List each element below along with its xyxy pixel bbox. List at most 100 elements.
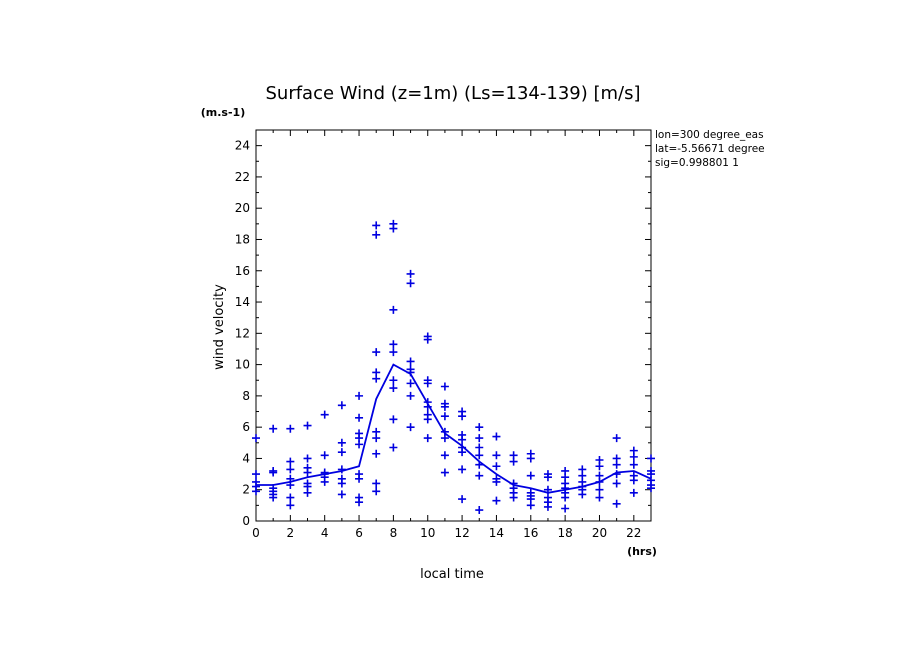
x-tick-label: 4 [321,526,329,540]
y-tick-label: 2 [242,483,250,497]
scatter-point [612,434,621,443]
x-tick-label: 16 [523,526,538,540]
scatter-point [389,348,398,357]
scatter-point [475,443,484,452]
scatter-point [372,348,381,357]
scatter-point [406,391,415,400]
annotation-mask [780,125,904,175]
scatter-point [440,468,449,477]
scatter-point [595,462,604,471]
scatter-point [337,490,346,499]
scatter-point [406,279,415,288]
scatter-point [389,384,398,393]
y-tick-label: 16 [235,264,250,278]
y-tick-label: 6 [242,420,250,434]
x-axis-label: local time [420,567,484,582]
scatter-point [320,451,329,460]
scatter-point [286,465,295,474]
scatter-point [526,454,535,463]
scatter-point [509,457,518,466]
scatter-point [475,434,484,443]
scatter-point [269,468,278,477]
scatter-point [612,499,621,508]
scatter-point [355,474,364,483]
scatter-point [440,382,449,391]
x-tick-label: 8 [390,526,398,540]
scatter-point [543,473,552,482]
y-tick-label: 20 [235,201,250,215]
scatter-point [458,495,467,504]
scatter-point [303,488,312,497]
scatter-point [389,443,398,452]
scatter-point [389,340,398,349]
scatter-point [629,460,638,469]
scatter-point [355,413,364,422]
scatter-point [355,498,364,507]
scatter-point [492,496,501,505]
scatter-point [440,434,449,443]
scatter-point [286,457,295,466]
scatter-point [647,484,655,493]
x-tick-label: 0 [252,526,260,540]
x-tick-label: 6 [355,526,363,540]
scatter-point [252,434,260,443]
scatter-point [595,493,604,502]
scatter-point [475,471,484,480]
scatter-point [355,391,364,400]
scatter-point [372,221,381,230]
scatter-point [252,487,260,496]
scatter-point [372,479,381,488]
scatter-point [389,224,398,233]
scatter-point [440,402,449,411]
data-marks [252,219,655,515]
scatter-point [492,462,501,471]
plot-frame [255,129,652,522]
x-tick-label: 12 [454,526,469,540]
y-tick-label: 14 [235,295,250,309]
scatter-point [440,412,449,421]
y-tick-label: 4 [242,451,250,465]
scatter-point [647,454,655,463]
scatter-point [492,477,501,486]
scatter-point [269,424,278,433]
scatter-point [286,501,295,510]
scatter-point [458,412,467,421]
x-tick-label: 10 [420,526,435,540]
scatter-point [492,432,501,441]
scatter-point [475,451,484,460]
scatter-point [423,335,432,344]
scatter-point [320,410,329,419]
x-tick-label: 14 [489,526,504,540]
chart-title: Surface Wind (z=1m) (Ls=134-139) [m/s] [265,83,640,104]
annotation-lon: lon=300 degree_eas [655,129,764,141]
scatter-point [372,230,381,239]
scatter-point [492,451,501,460]
scatter-point [629,452,638,461]
x-tick-label: 2 [287,526,295,540]
y-tick-label: 24 [235,139,250,153]
mean-line [256,363,652,494]
scatter-point [337,401,346,410]
scatter-point [440,451,449,460]
scatter-point [509,493,518,502]
scatter-point [612,479,621,488]
scatter-point [372,434,381,443]
scatter-point [406,379,415,388]
scatter-point [423,434,432,443]
x-unit-label: (hrs) [627,545,657,558]
scatter-point [303,468,312,477]
y-tick-label: 18 [235,232,250,246]
scatter-point [458,465,467,474]
scatter-point [629,488,638,497]
y-tick-label: 0 [242,514,250,528]
scatter-point [337,448,346,457]
scatter-point [303,421,312,430]
x-tick-label: 20 [592,526,607,540]
scatter-point [269,493,278,502]
scatter-point [389,415,398,424]
annotation-sig: sig=0.998801 1 [655,157,739,169]
scatter-point [355,440,364,449]
scatter-point [286,493,295,502]
scatter-point [612,460,621,469]
